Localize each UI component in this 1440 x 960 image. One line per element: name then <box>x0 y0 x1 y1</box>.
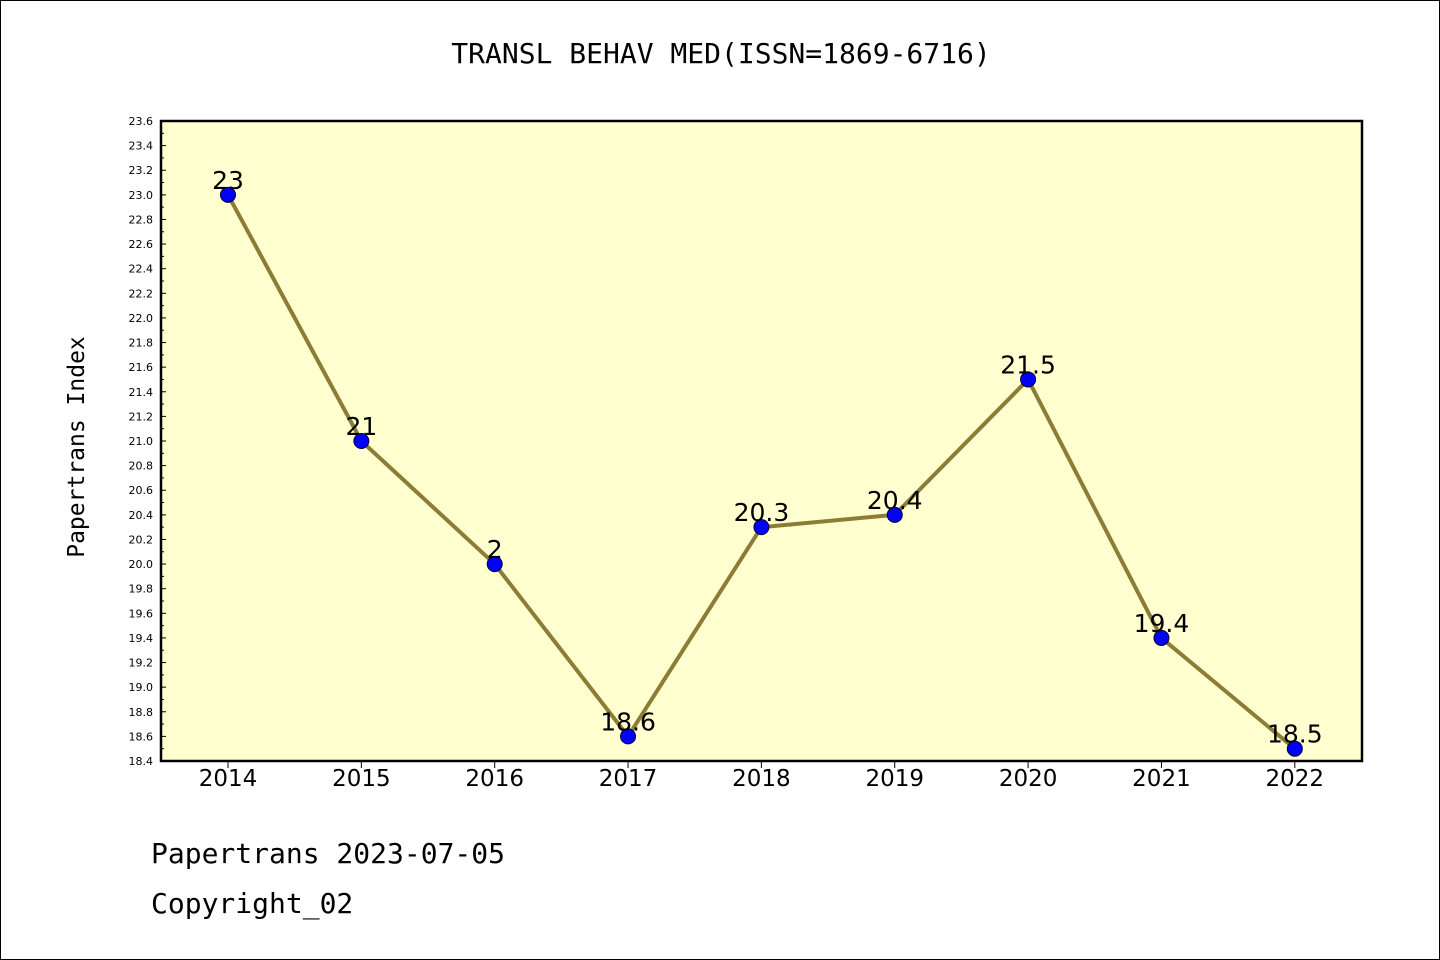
data-label-2022: 18.5 <box>1267 720 1323 749</box>
data-point-2020 <box>1020 371 1037 388</box>
x-tick-label: 2022 <box>1266 766 1325 792</box>
y-tick-label: 21.2 <box>129 410 154 423</box>
y-tick-label: 21.0 <box>129 435 154 448</box>
plot-frame <box>159 119 1364 763</box>
y-tick-label: 22.6 <box>129 238 154 251</box>
x-tick-label: 2019 <box>865 766 924 792</box>
data-point-2022 <box>1286 740 1303 757</box>
y-tick-label: 21.4 <box>129 386 154 399</box>
data-label-2017: 18.6 <box>600 707 656 736</box>
x-tick-label: 2021 <box>1132 766 1191 792</box>
y-tick-label: 21.8 <box>129 337 154 350</box>
plot-area <box>161 121 1362 761</box>
footer-copyright: Copyright_02 <box>151 887 354 920</box>
y-tick-label: 20.2 <box>129 533 154 546</box>
x-tick-label: 2016 <box>465 766 524 792</box>
y-tick-label: 22.4 <box>129 263 154 276</box>
x-tick-label: 2018 <box>732 766 791 792</box>
x-tick-label: 2015 <box>332 766 391 792</box>
data-label-2015: 21 <box>345 412 377 441</box>
y-tick-label: 19.2 <box>129 657 154 670</box>
data-label-2018: 20.3 <box>734 498 790 527</box>
x-tick-label: 2017 <box>599 766 658 792</box>
y-tick-label: 19.8 <box>129 583 154 596</box>
y-tick-label: 21.6 <box>129 361 154 374</box>
data-point-2021 <box>1153 629 1170 646</box>
x-axis: 2014 2015 2016 2017 2018 2019 2020 2021 2022 <box>199 761 1324 792</box>
data-label-2014: 23 <box>212 166 244 195</box>
y-tick-label: 22.2 <box>129 287 154 300</box>
y-tick-label: 18.8 <box>129 706 154 719</box>
y-tick-label: 19.6 <box>129 607 154 620</box>
data-label-2020: 21.5 <box>1000 350 1056 379</box>
y-tick-label: 23.2 <box>129 164 154 177</box>
y-tick-label: 22.0 <box>129 312 154 325</box>
y-tick-label: 23.6 <box>129 115 154 128</box>
footer-date: Papertrans 2023-07-05 <box>151 837 506 870</box>
y-tick-label: 19.0 <box>129 681 154 694</box>
y-tick-label: 22.8 <box>129 213 154 226</box>
y-tick-label: 20.8 <box>129 460 154 473</box>
y-tick-label: 18.4 <box>129 755 154 768</box>
data-point-2016 <box>486 556 503 573</box>
y-tick-label: 20.0 <box>129 558 154 571</box>
y-tick-label: 20.6 <box>129 484 154 497</box>
data-label-2016: 2 <box>487 535 503 564</box>
data-labels: 23 21 2 18.6 20.3 20.4 21.5 19.4 18.5 <box>212 166 1323 749</box>
y-axis: 18.4 18.6 18.8 19.0 19.2 19.4 19.6 19.8 20.0 20.2… <box>129 115 166 768</box>
x-tick-label: 2020 <box>999 766 1058 792</box>
data-point-2017 <box>620 728 637 745</box>
y-tick-label: 18.6 <box>129 730 154 743</box>
data-label-2019: 20.4 <box>867 486 923 515</box>
x-tick-label: 2014 <box>199 766 258 792</box>
chart-title: TRANSL BEHAV MED(ISSN=1869-6716) <box>451 37 991 70</box>
data-label-2021: 19.4 <box>1134 609 1190 638</box>
data-points <box>220 186 1303 757</box>
data-point-2015 <box>353 433 370 449</box>
data-point-2014 <box>220 186 236 203</box>
data-point-2019 <box>886 506 903 523</box>
y-tick-label: 19.4 <box>129 632 154 645</box>
y-tick-label: 20.4 <box>129 509 154 522</box>
y-tick-label: 23.4 <box>129 140 154 153</box>
y-tick-label: 23.0 <box>129 189 154 202</box>
data-point-2018 <box>753 519 770 536</box>
